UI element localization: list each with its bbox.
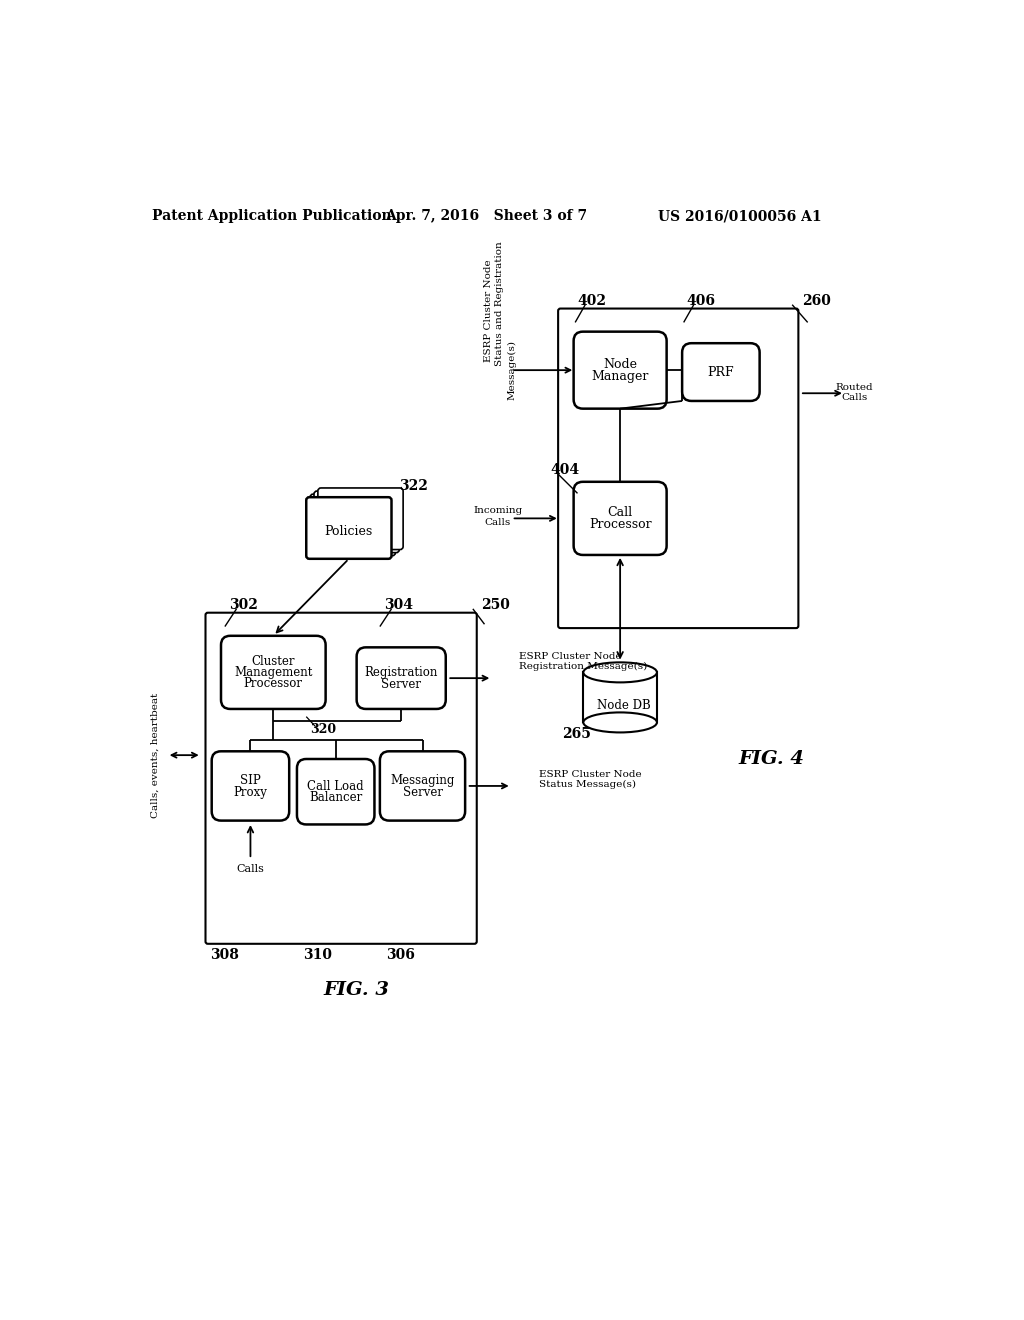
Text: Calls: Calls xyxy=(841,393,867,403)
FancyBboxPatch shape xyxy=(356,647,445,709)
Text: Proxy: Proxy xyxy=(233,785,267,799)
FancyBboxPatch shape xyxy=(221,636,326,709)
FancyBboxPatch shape xyxy=(306,498,391,558)
FancyBboxPatch shape xyxy=(317,488,403,549)
Text: ESRP Cluster Node: ESRP Cluster Node xyxy=(519,652,622,661)
Text: FIG. 3: FIG. 3 xyxy=(324,981,389,999)
Text: Server: Server xyxy=(381,677,421,690)
Text: Calls: Calls xyxy=(484,517,511,527)
Text: 402: 402 xyxy=(578,294,606,308)
Text: 310: 310 xyxy=(303,948,332,961)
Text: 404: 404 xyxy=(550,463,580,478)
Text: 308: 308 xyxy=(210,948,239,961)
Text: 406: 406 xyxy=(686,294,715,308)
Text: Message(s): Message(s) xyxy=(507,341,516,400)
Text: Apr. 7, 2016   Sheet 3 of 7: Apr. 7, 2016 Sheet 3 of 7 xyxy=(385,209,587,223)
Text: 265: 265 xyxy=(562,727,591,742)
Text: PRF: PRF xyxy=(708,366,734,379)
Text: ESRP Cluster Node: ESRP Cluster Node xyxy=(484,260,493,363)
Text: Processor: Processor xyxy=(244,677,303,689)
Text: Balancer: Balancer xyxy=(309,792,362,804)
Text: Registration Message(s): Registration Message(s) xyxy=(519,663,647,671)
Text: 302: 302 xyxy=(228,598,258,612)
Ellipse shape xyxy=(584,713,657,733)
Text: Routed: Routed xyxy=(836,383,873,392)
Text: ESRP Cluster Node: ESRP Cluster Node xyxy=(539,770,641,779)
FancyBboxPatch shape xyxy=(310,494,395,556)
Text: 250: 250 xyxy=(480,598,510,612)
Bar xyxy=(584,672,657,722)
Text: Calls, events, heartbeat: Calls, events, heartbeat xyxy=(151,693,160,818)
FancyBboxPatch shape xyxy=(212,751,289,821)
FancyBboxPatch shape xyxy=(380,751,465,821)
Text: Server: Server xyxy=(402,785,442,799)
Text: 306: 306 xyxy=(386,948,415,961)
Text: Node DB: Node DB xyxy=(597,698,651,711)
FancyBboxPatch shape xyxy=(573,482,667,554)
Text: Incoming: Incoming xyxy=(473,506,522,515)
Text: Calls: Calls xyxy=(237,865,264,874)
FancyBboxPatch shape xyxy=(206,612,477,944)
Text: Status Message(s): Status Message(s) xyxy=(539,780,636,789)
Text: Call: Call xyxy=(607,507,633,520)
Text: Cluster: Cluster xyxy=(252,655,295,668)
Text: Processor: Processor xyxy=(589,517,651,531)
Ellipse shape xyxy=(584,663,657,682)
Text: Messaging: Messaging xyxy=(390,774,455,787)
FancyBboxPatch shape xyxy=(314,491,399,553)
Text: 320: 320 xyxy=(310,723,336,737)
Text: 304: 304 xyxy=(384,598,413,612)
Text: Registration: Registration xyxy=(365,667,438,680)
FancyBboxPatch shape xyxy=(573,331,667,409)
Text: Manager: Manager xyxy=(592,370,649,383)
Text: US 2016/0100056 A1: US 2016/0100056 A1 xyxy=(658,209,822,223)
FancyBboxPatch shape xyxy=(297,759,375,825)
Text: Policies: Policies xyxy=(325,524,373,537)
Text: Patent Application Publication: Patent Application Publication xyxy=(152,209,391,223)
FancyBboxPatch shape xyxy=(682,343,760,401)
Text: Management: Management xyxy=(234,665,312,678)
Text: 260: 260 xyxy=(802,294,831,308)
Text: FIG. 4: FIG. 4 xyxy=(738,750,804,768)
Text: Node: Node xyxy=(603,358,637,371)
Text: SIP: SIP xyxy=(240,774,261,787)
Text: 322: 322 xyxy=(399,479,428,492)
FancyBboxPatch shape xyxy=(558,309,799,628)
Text: Call Load: Call Load xyxy=(307,780,364,793)
Text: Status and Registration: Status and Registration xyxy=(496,242,505,367)
